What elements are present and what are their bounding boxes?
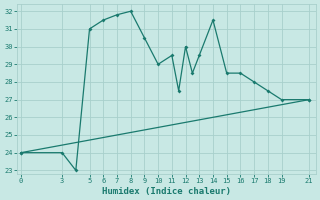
- X-axis label: Humidex (Indice chaleur): Humidex (Indice chaleur): [102, 187, 231, 196]
